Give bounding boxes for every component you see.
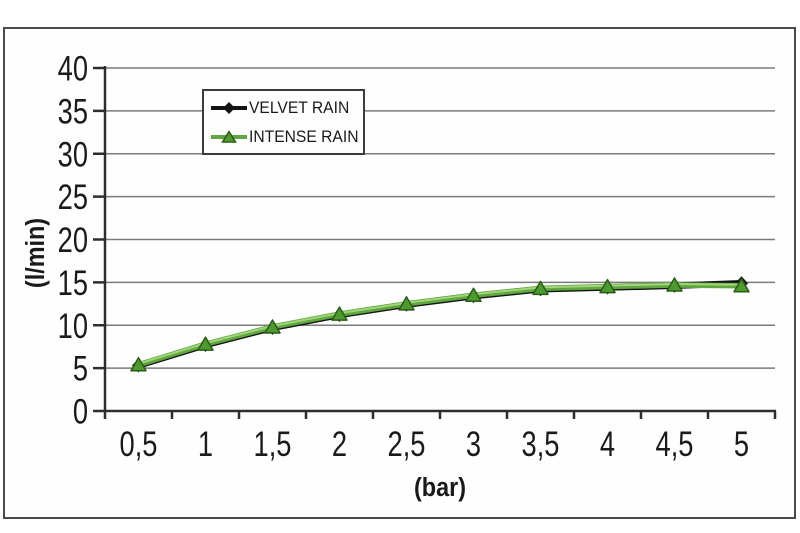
y-tick-label: 35 [58,92,88,131]
x-tick-label: 2 [332,425,347,464]
x-tick-label: 4 [600,425,615,464]
y-tick-label: 25 [58,178,88,217]
y-tick-label: 0 [73,392,88,431]
chart-frame [3,27,796,519]
triangle-marker [264,319,281,334]
y-tick-label: 10 [58,307,88,346]
triangle-marker [465,287,482,302]
x-tick-label: 1 [198,425,213,464]
series-intense-rain-highlight [138,282,742,365]
legend-label: INTENSE RAIN [249,126,359,146]
triangle-marker-icon [211,129,247,143]
triangle-marker [197,336,214,351]
series-velvet-rain-line [137,279,742,369]
x-tick-label: 5 [734,425,749,464]
legend-item-velvet-rain: VELVET RAIN [209,93,363,122]
triangle-marker [130,356,147,372]
x-tick-label: 4,5 [656,425,694,464]
legend: VELVET RAIN INTENSE RAIN [202,89,365,155]
y-tick-label: 30 [58,135,88,174]
triangle-marker [532,280,549,296]
y-axis-title: (l/min) [22,218,50,288]
x-tick-label: 1,5 [254,425,292,464]
x-tick-label: 3,5 [522,425,560,464]
legend-item-intense-rain: INTENSE RAIN [209,122,363,151]
legend-label: VELVET RAIN [249,97,350,117]
triangle-marker [733,278,750,293]
diamond-marker-icon [211,101,247,114]
x-tick-label: 2,5 [388,425,426,464]
triangle-marker [331,306,348,321]
triangle-marker [398,296,415,311]
x-tick-label: 0,5 [120,425,158,464]
y-tick-label: 5 [73,349,88,388]
triangle-marker [666,277,683,292]
x-axis-title: (bar) [414,474,466,502]
y-tick-label: 15 [58,264,88,303]
x-tick-label: 3 [466,425,481,464]
triangle-marker [599,278,616,294]
y-tick-label: 20 [58,221,88,260]
y-tick-label: 40 [58,49,88,88]
